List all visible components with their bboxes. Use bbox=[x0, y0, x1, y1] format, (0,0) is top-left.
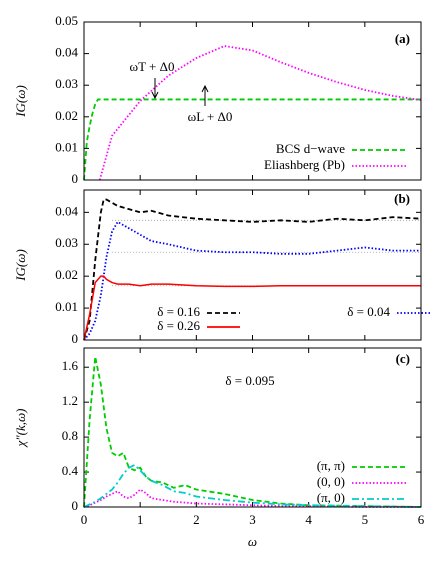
y-tick-label: 0 bbox=[72, 331, 79, 346]
x-tick-label: 4 bbox=[305, 512, 312, 527]
legend-label: (0, 0) bbox=[317, 474, 345, 489]
y-tick-label: 0.02 bbox=[55, 108, 78, 123]
legend-label: δ = 0.26 bbox=[157, 318, 200, 333]
legend-label: BCS d−wave bbox=[276, 141, 345, 156]
y-tick-label: 0.02 bbox=[55, 267, 78, 282]
y-tick-label: 0 bbox=[72, 498, 79, 513]
x-tick-label: 3 bbox=[249, 512, 256, 527]
y-tick-label: 0.01 bbox=[55, 299, 78, 314]
y-tick-label: 0.01 bbox=[55, 139, 78, 154]
x-tick-label: 1 bbox=[137, 512, 144, 527]
annotation: (a) bbox=[395, 31, 410, 46]
annotation: (b) bbox=[394, 191, 410, 206]
legend-label: δ = 0.04 bbox=[347, 304, 390, 319]
y-tick-label: 0.4 bbox=[62, 463, 79, 478]
x-tick-label: 0 bbox=[81, 512, 88, 527]
y-tick-label: 0.04 bbox=[55, 203, 78, 218]
plot-frame bbox=[83, 21, 422, 181]
y-tick-label: 0 bbox=[72, 171, 79, 186]
series-line bbox=[83, 356, 422, 508]
y-tick-label: 1.6 bbox=[62, 358, 79, 373]
series-line bbox=[83, 220, 421, 341]
y-tick-label: 0.8 bbox=[62, 428, 78, 443]
series-line bbox=[83, 488, 421, 508]
x-axis-label: ω bbox=[248, 534, 257, 549]
y-tick-label: 0.03 bbox=[55, 76, 78, 91]
annotation: δ = 0.095 bbox=[225, 373, 274, 388]
legend-label: δ = 0.16 bbox=[157, 304, 200, 319]
arrow-head bbox=[201, 84, 209, 93]
annotation: ωT + Δ0 bbox=[130, 59, 175, 74]
series-line bbox=[83, 98, 421, 181]
x-tick-label: 5 bbox=[362, 512, 369, 527]
legend-label: (π, 0) bbox=[317, 490, 345, 505]
series-line bbox=[83, 275, 421, 341]
legend-label: (π, π) bbox=[317, 458, 345, 473]
y-tick-label: 0.03 bbox=[55, 235, 78, 250]
plot-frame bbox=[83, 189, 422, 341]
y-axis-label: IG(ω) bbox=[13, 85, 28, 118]
series-line bbox=[83, 198, 422, 341]
x-tick-label: 2 bbox=[193, 512, 200, 527]
annotation: ωL + Δ0 bbox=[188, 109, 233, 124]
arrow-head bbox=[151, 91, 159, 100]
y-axis-label: χ″(k,ω) bbox=[13, 409, 28, 449]
annotation: (c) bbox=[396, 351, 410, 366]
y-axis-label: IG(ω) bbox=[13, 249, 28, 282]
x-tick-label: 6 bbox=[418, 512, 425, 527]
y-tick-label: 0.05 bbox=[55, 13, 78, 28]
plot-frame bbox=[83, 347, 422, 508]
legend-label: Eliashberg (Pb) bbox=[264, 157, 345, 172]
series-line bbox=[98, 45, 422, 181]
y-tick-label: 1.2 bbox=[62, 393, 78, 408]
y-tick-label: 0.04 bbox=[55, 45, 78, 60]
